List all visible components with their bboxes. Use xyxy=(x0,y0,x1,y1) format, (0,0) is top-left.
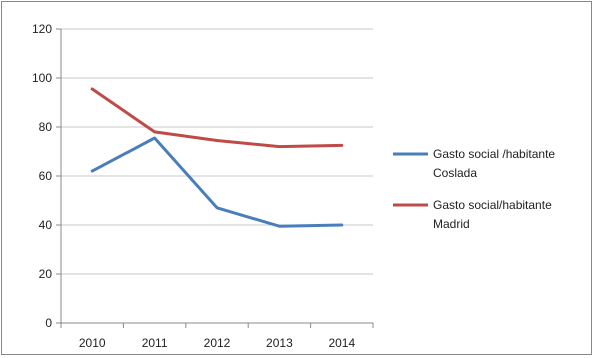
x-tick-label: 2012 xyxy=(204,336,231,350)
legend-label: Gasto social/habitante xyxy=(433,198,552,212)
x-tick-label: 2010 xyxy=(79,336,106,350)
x-tick-label: 2011 xyxy=(142,336,168,350)
y-tick-label: 20 xyxy=(39,267,53,281)
y-tick-label: 100 xyxy=(32,71,52,85)
x-tick-label: 2014 xyxy=(328,336,355,350)
y-tick-label: 0 xyxy=(45,316,52,330)
legend-label: Gasto social /habitante xyxy=(433,147,555,161)
x-tick-label: 2013 xyxy=(266,336,293,350)
axes xyxy=(56,28,374,328)
series-line-1 xyxy=(90,136,344,228)
gridlines xyxy=(61,28,373,275)
y-tick-labels: 0 20 40 60 80 100 120 xyxy=(32,22,52,330)
y-tick-label: 60 xyxy=(39,169,53,183)
y-tick-label: 120 xyxy=(32,22,52,36)
x-tick-labels: 2010 2011 2012 2013 2014 xyxy=(79,336,356,350)
legend: Gasto social /habitante Coslada Gasto soci… xyxy=(393,147,555,231)
series-lines xyxy=(90,87,344,228)
y-tick-label: 40 xyxy=(39,218,53,232)
y-tick-label: 80 xyxy=(39,120,53,134)
legend-label: Coslada xyxy=(433,166,477,180)
series-line-2 xyxy=(90,87,344,149)
legend-label: Madrid xyxy=(433,217,470,231)
